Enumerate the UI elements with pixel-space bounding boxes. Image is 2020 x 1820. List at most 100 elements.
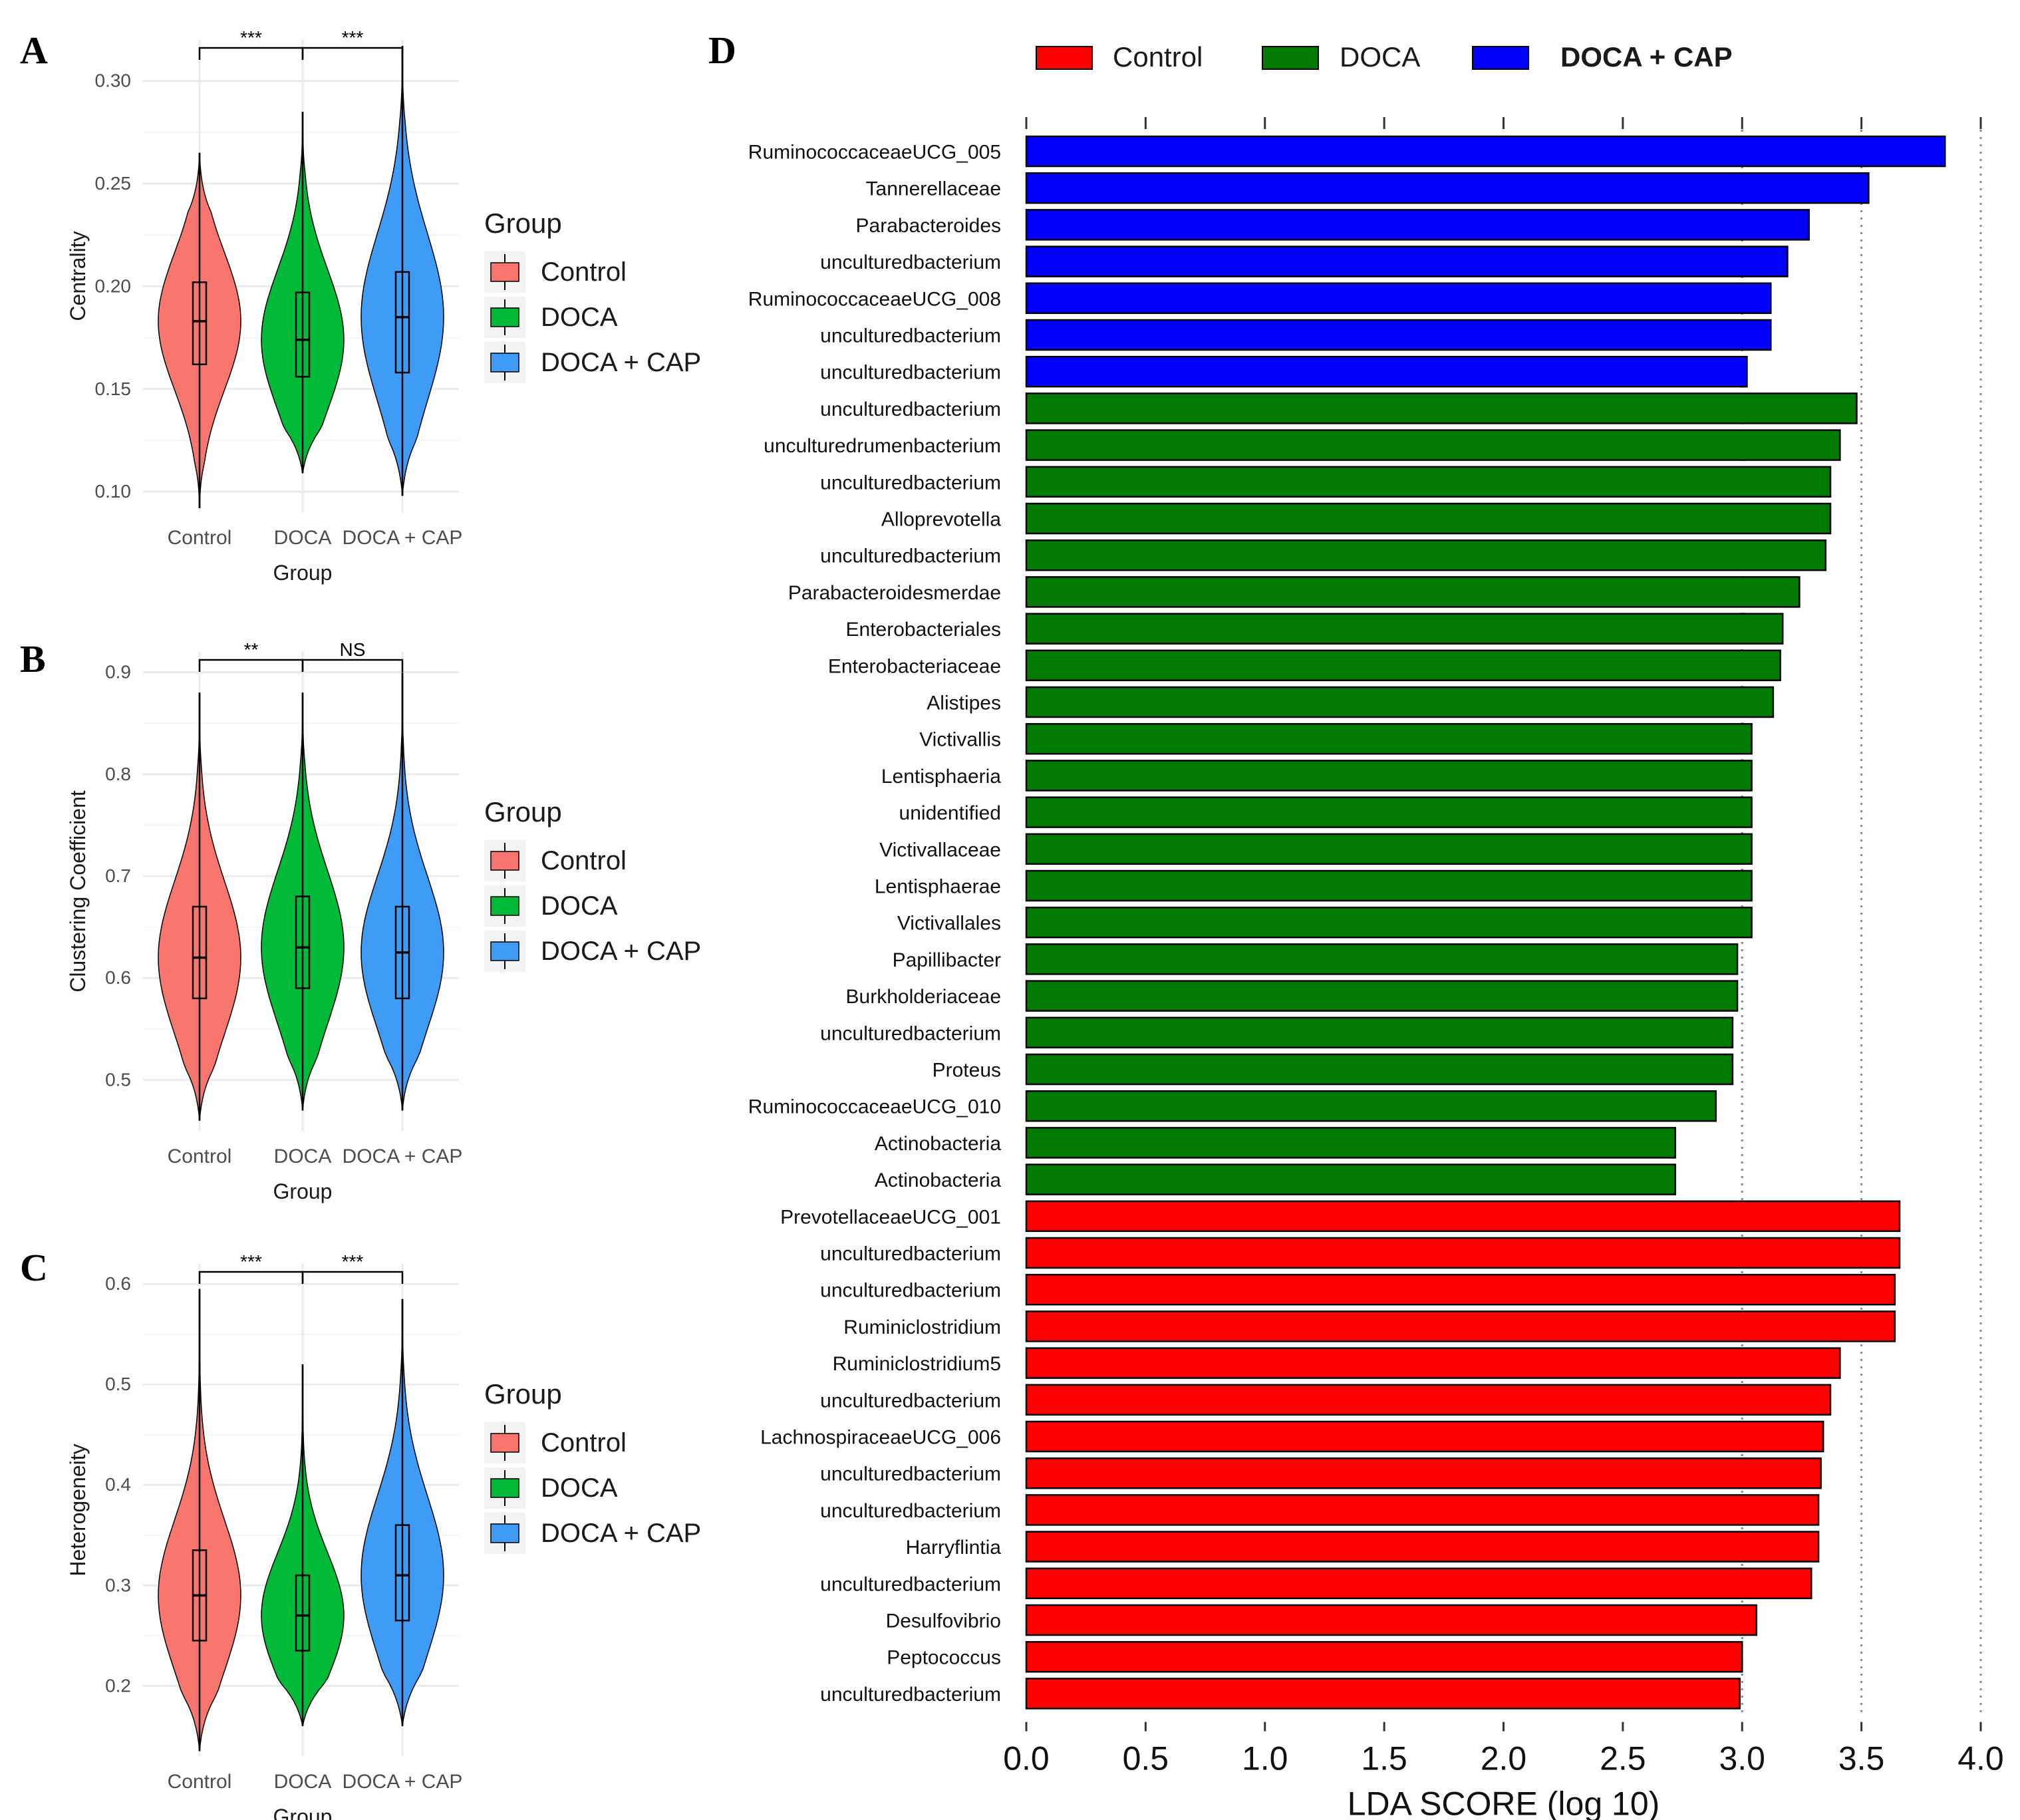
bar-label: unculturedbacterium [820,1280,1001,1302]
lda-bar [1025,392,1858,424]
bar-label: Victivallaceae [879,839,1001,861]
bar-label: LachnospiraceaeUCG_006 [760,1427,1001,1449]
lda-bar [1025,1273,1896,1306]
y-tick-label: 0.20 [95,275,132,296]
lda-bar [1025,1494,1820,1526]
legend-label: DOCA + CAP [1560,41,1733,73]
y-tick-label: 0.15 [95,379,132,399]
box-iqr [394,271,410,374]
box-iqr [192,281,208,365]
x-axis-title: Group [273,561,333,585]
box-iqr [295,291,311,378]
y-tick-label: 0.8 [105,764,131,784]
legend-swatch [490,1433,519,1453]
lda-bar [1025,1384,1832,1416]
bar-label: unculturedbacterium [820,1022,1001,1044]
bar-label: Harryflintia [906,1537,1002,1559]
legend-swatch [1472,46,1529,70]
legend-swatch [490,941,519,961]
bar-label: Lentisphaeria [881,766,1001,788]
lda-bar [1025,1640,1743,1673]
x-tick-label: 1.0 [1242,1740,1288,1777]
lda-bar-chart: D Control DOCA DOCA + CAP RuminococcaceaeUCG… [708,29,2004,1820]
lda-bar [1025,1531,1820,1563]
legend-label: DOCA + CAP [541,937,701,966]
bar-label: Victivallales [897,913,1001,935]
box-iqr [295,1574,311,1652]
x-tick-label: DOCA + CAP [343,527,463,549]
bar-label: unidentified [899,802,1001,824]
lda-bar [1025,796,1753,828]
bar-label: unculturedbacterium [820,325,1001,347]
bar-label: unculturedrumenbacterium [764,435,1001,457]
lda-bar [1025,613,1784,645]
bar-label: Ruminiclostridium [843,1316,1001,1338]
bar-label: Tannerellaceae [866,178,1001,200]
legend-swatch [490,1478,519,1498]
y-axis-title: Clustering Coefficient [66,790,90,992]
legend-label: DOCA [1340,41,1420,73]
legend-label: DOCA [541,303,618,332]
bar-label: Lentisphaerae [875,876,1001,898]
legend-label: Control [541,257,627,287]
lda-bar [1025,943,1739,975]
y-tick-label: 0.6 [105,967,131,988]
violin-panel-b: B 0.5 0.6 0.7 0.8 0.9 ** NS Control DOCA DOCA + CA… [20,637,701,1203]
bar-label: Burkholderiaceae [846,986,1001,1008]
bar-label: Papillibacter [893,949,1001,971]
x-tick-label: DOCA + CAP [343,1145,463,1167]
lda-bar [1025,1457,1822,1489]
x-tick-label: 3.0 [1719,1740,1765,1777]
lda-bar [1025,722,1753,755]
bar-label: Alistipes [927,692,1001,714]
bar-label: unculturedbacterium [820,472,1001,494]
x-tick-label: 1.5 [1361,1740,1407,1777]
bar-label: RuminococcaceaeUCG_008 [748,288,1001,310]
lda-bar [1025,1310,1896,1342]
legend-swatch [490,896,519,916]
y-tick-label: 0.10 [95,481,132,502]
lda-bar [1025,906,1753,939]
lda-bar [1025,1347,1841,1379]
lda-bar [1025,980,1739,1012]
bar-label: RuminococcaceaeUCG_010 [748,1096,1001,1118]
legend-title: Group [484,796,562,828]
panel-letter: A [20,29,48,72]
bar-label: unculturedbacterium [820,251,1001,273]
x-tick-label: DOCA [274,1145,332,1167]
bar-label: Victivallis [919,729,1001,751]
lda-bar [1025,1163,1677,1195]
significance-bracket [301,659,404,672]
lda-bar [1025,1127,1677,1159]
x-tick-label: Control [168,1771,232,1793]
significance-label: NS [340,639,366,660]
lda-bar [1025,355,1748,388]
legend-label: DOCA [541,1473,618,1503]
x-axis-title: Group [273,1805,333,1820]
legend-swatch [490,262,519,282]
significance-label: *** [342,1251,364,1272]
bar-label: PrevotellaceaeUCG_001 [780,1206,1001,1228]
legend-label: Control [1113,41,1203,73]
box-iqr [192,905,208,1000]
lda-bar [1025,1237,1901,1269]
y-tick-label: 0.2 [105,1675,131,1696]
lda-bar [1025,172,1870,204]
lda-bar [1025,429,1841,461]
significance-label: *** [240,1251,262,1272]
x-tick-label: 4.0 [1957,1740,2004,1777]
legend-swatch [1262,46,1319,70]
significance-bracket [301,1271,404,1284]
y-axis-title: Heterogeneity [66,1443,90,1576]
x-tick-label: 3.5 [1838,1740,1885,1777]
bar-label: Proteus [933,1060,1001,1082]
bar-label: unculturedbacterium [820,362,1001,384]
y-tick-label: 0.3 [105,1575,131,1595]
bar-label: unculturedbacterium [820,1390,1001,1412]
lda-bar [1025,1016,1734,1049]
significance-bracket [301,47,404,60]
legend-label: Control [541,1428,627,1457]
y-tick-label: 0.9 [105,662,131,682]
x-axis-title: LDA SCORE (log 10) [1348,1785,1660,1820]
